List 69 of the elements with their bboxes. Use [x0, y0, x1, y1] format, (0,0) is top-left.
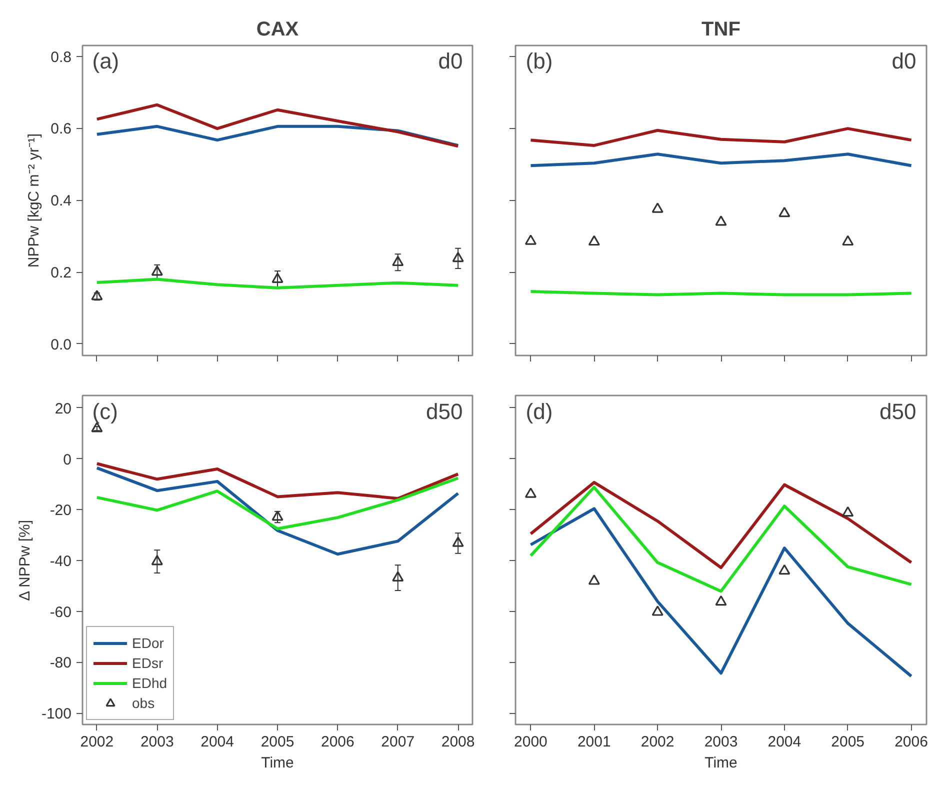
- annotation: (d): [526, 398, 553, 424]
- point: [588, 235, 600, 246]
- point: [778, 564, 790, 575]
- x-tick-label: 2004: [768, 734, 802, 750]
- annotation: (a): [92, 48, 120, 74]
- point: [151, 265, 163, 276]
- legend-label: EDor: [132, 635, 164, 651]
- point: [715, 595, 727, 606]
- y-tick-label: -40: [50, 553, 72, 570]
- point: [392, 571, 404, 582]
- y-tick-label: -100: [41, 706, 72, 723]
- point: [524, 488, 537, 498]
- x-tick-label: 2003: [140, 734, 174, 750]
- x-tick-label: 2007: [381, 734, 415, 750]
- x-tick-label: 2001: [577, 734, 611, 750]
- x-tick-label: 2008: [441, 734, 475, 750]
- y-tick-label: 0.0: [50, 336, 72, 354]
- legend-label: obs: [132, 695, 155, 711]
- x-tick-label: 2000: [514, 734, 548, 750]
- point: [151, 554, 163, 566]
- line-series: [95, 278, 460, 290]
- x-tick-label: 2005: [260, 734, 294, 750]
- y-axis-title: NPPw [kgC m⁻² yr⁻¹]: [26, 133, 43, 268]
- legend-label: EDhd: [132, 675, 168, 691]
- y-tick-label: -60: [50, 604, 72, 621]
- chart-title: TNF: [702, 18, 740, 40]
- point: [842, 235, 854, 246]
- x-axis-title: Time: [704, 754, 738, 772]
- x-tick-label: 2006: [321, 734, 354, 750]
- y-axis-title: Δ NPPw [%]: [16, 520, 34, 601]
- x-tick-label: 2002: [640, 734, 674, 750]
- x-tick-label: 2006: [894, 734, 928, 750]
- y-tick-label: 0: [63, 451, 72, 468]
- legend-label: EDsr: [132, 655, 164, 671]
- annotation: d50: [880, 398, 916, 424]
- x-tick-label: 2004: [200, 734, 234, 750]
- y-tick-label: -80: [50, 654, 72, 672]
- annotation: d0: [438, 48, 463, 74]
- annotation: d0: [892, 48, 916, 74]
- x-tick-label: 2002: [80, 734, 114, 750]
- point: [778, 206, 790, 218]
- point: [272, 272, 284, 283]
- chart-title: CAX: [256, 18, 300, 40]
- x-tick-label: 2003: [704, 734, 738, 750]
- line-series: [95, 103, 460, 148]
- annotation: (c): [92, 398, 118, 424]
- x-tick-label: 2005: [831, 734, 865, 750]
- y-tick-label: 0.4: [50, 192, 72, 210]
- annotation: d50: [426, 398, 463, 424]
- line-series: [95, 476, 460, 530]
- annotation: (b): [526, 48, 553, 74]
- point: [588, 574, 600, 585]
- point: [524, 234, 537, 245]
- point: [91, 290, 103, 300]
- point: [452, 536, 464, 547]
- point: [842, 506, 854, 517]
- point: [272, 510, 284, 521]
- y-tick-label: 20: [54, 400, 72, 418]
- line-series: [95, 462, 460, 500]
- point: [652, 202, 664, 213]
- y-tick-label: 0.6: [50, 120, 72, 138]
- y-tick-label: 0.8: [50, 48, 72, 66]
- point: [452, 252, 464, 262]
- line-series: [95, 466, 460, 556]
- y-tick-label: -20: [50, 502, 72, 520]
- y-tick-label: 0.2: [50, 264, 72, 282]
- point: [652, 606, 664, 616]
- point: [715, 216, 727, 226]
- x-axis-title: Time: [261, 754, 294, 772]
